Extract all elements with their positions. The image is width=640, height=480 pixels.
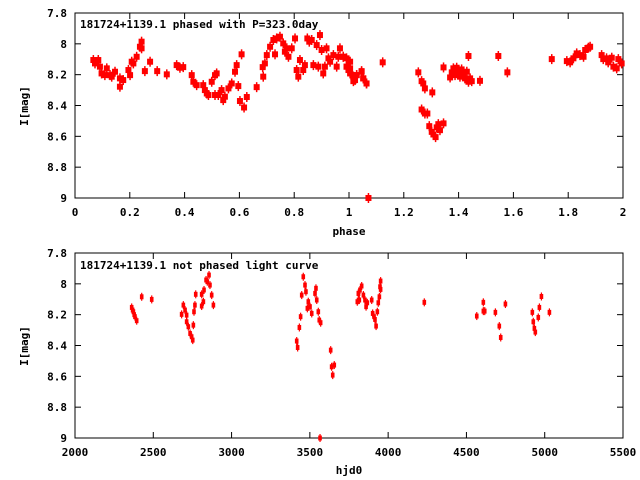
y-tick-label: 8 [60, 278, 67, 291]
x-tick-label: 1.6 [503, 206, 523, 219]
x-tick-label: 0.4 [175, 206, 195, 219]
x-tick-label: 2 [620, 206, 627, 219]
x-tick-label: 0.6 [229, 206, 249, 219]
x-tick-label: 4500 [453, 446, 480, 459]
x-tick-label: 3000 [218, 446, 245, 459]
y-tick-label: 8.8 [47, 401, 67, 414]
y-tick-label: 7.8 [47, 247, 67, 260]
x-tick-label: 0 [72, 206, 79, 219]
y-tick-label: 8.6 [47, 130, 67, 143]
y-tick-label: 8 [60, 38, 67, 51]
x-tick-label: 3500 [297, 446, 324, 459]
x-tick-label: 2000 [62, 446, 89, 459]
plot-frame [74, 12, 624, 199]
x-tick-label: 2500 [140, 446, 167, 459]
phased-plot-ylabel: I[mag] [18, 86, 31, 126]
x-tick-label: 0.8 [284, 206, 304, 219]
x-tick-label: 1 [346, 206, 353, 219]
y-tick-label: 8.4 [47, 100, 67, 113]
phased-plot: 181724+1139.1 phased with P=323.0day I[m… [18, 7, 626, 238]
phased-plot-title: 181724+1139.1 phased with P=323.0day [80, 18, 319, 31]
y-tick-label: 9 [60, 192, 67, 205]
y-tick-label: 8.6 [47, 370, 67, 383]
y-tick-label: 7.8 [47, 7, 67, 20]
y-tick-label: 9 [60, 432, 67, 445]
x-tick-label: 1.2 [394, 206, 414, 219]
x-tick-label: 4000 [375, 446, 402, 459]
unphased-plot-title: 181724+1139.1 not phased light curve [80, 259, 319, 272]
plot-frame [74, 252, 624, 439]
y-tick-label: 8.2 [47, 309, 67, 322]
x-tick-label: 0.2 [120, 206, 140, 219]
y-tick-label: 8.2 [47, 69, 67, 82]
unphased-plot-xlabel: hjd0 [336, 464, 363, 477]
y-tick-label: 8.8 [47, 161, 67, 174]
unphased-plot-ylabel: I[mag] [18, 326, 31, 366]
unphased-plot: 181724+1139.1 not phased light curve I[m… [18, 247, 636, 477]
y-tick-label: 8.4 [47, 340, 67, 353]
x-tick-label: 1.8 [558, 206, 578, 219]
x-tick-label: 5500 [610, 446, 637, 459]
x-tick-label: 5000 [531, 446, 558, 459]
phased-plot-xlabel: phase [332, 225, 365, 238]
x-tick-label: 1.4 [449, 206, 469, 219]
